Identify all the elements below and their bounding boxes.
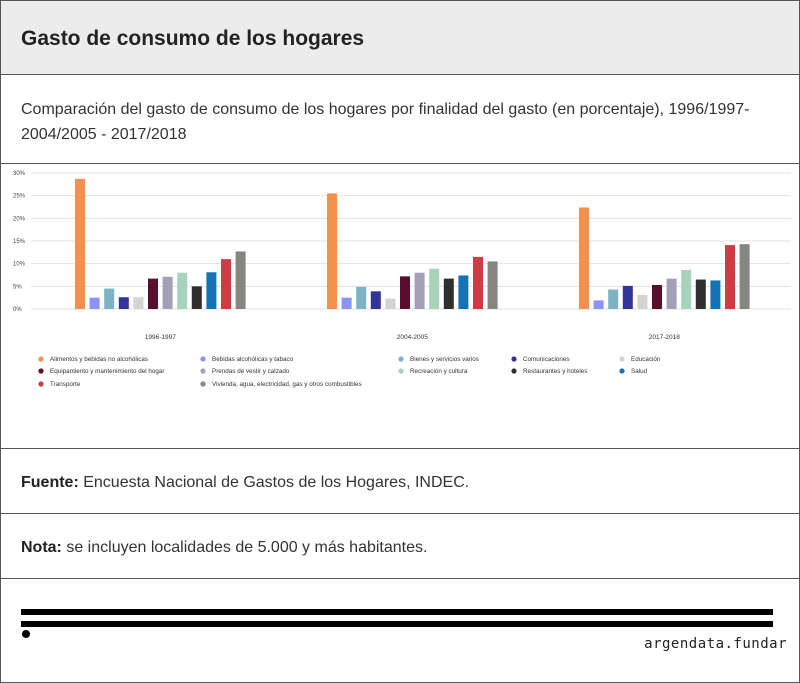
bar — [414, 272, 425, 309]
legend-label: Comunicaciones — [523, 356, 570, 363]
brand-logo[interactable]: argendata.fundar — [644, 636, 787, 652]
page-title: Gasto de consumo de los hogares — [21, 27, 365, 50]
bar — [622, 285, 633, 309]
bar — [710, 280, 721, 309]
legend-swatch — [619, 356, 625, 362]
subtitle-section: Comparación del gasto de consumo de los … — [1, 75, 799, 164]
bar — [593, 300, 604, 309]
bar — [104, 288, 115, 309]
bar — [206, 272, 217, 309]
legend-swatch — [398, 356, 404, 362]
bar — [235, 251, 246, 309]
footer: argendata.fundar — [1, 579, 799, 683]
bar — [681, 270, 692, 309]
bar — [487, 261, 498, 309]
legend-label: Recreación y cultura — [410, 368, 468, 375]
y-tick-label: 15% — [13, 239, 26, 245]
legend-swatch — [619, 368, 625, 374]
legend-swatch — [398, 368, 404, 374]
y-tick-label: 25% — [13, 194, 26, 200]
legend-swatch — [200, 381, 206, 387]
legend-label: Bienes y servicios varios — [410, 356, 479, 363]
bar-chart: 0% 5% 10% 15% 20% 25% 30% 1996-1997 2004-2005 201… — [13, 171, 791, 388]
y-tick-label: 20% — [13, 216, 26, 222]
legend-swatch — [200, 368, 206, 374]
source-label: Fuente: — [21, 474, 79, 491]
bar — [666, 278, 677, 309]
note-text: Nota: se incluyen localidades de 5.000 y… — [21, 539, 427, 557]
bar — [370, 291, 381, 309]
legend-label: Vivienda, agua, electricidad, gas y otro… — [212, 381, 362, 388]
note-value: se incluyen localidades de 5.000 y más h… — [61, 539, 428, 556]
bar — [162, 276, 173, 309]
bar — [221, 259, 231, 309]
legend-label: Equipamiento y mantenimiento del hogar — [50, 368, 164, 375]
bar — [608, 289, 619, 309]
bar — [89, 297, 100, 309]
bar — [118, 297, 129, 309]
legend-label: Restaurantes y hoteles — [523, 368, 587, 375]
bar — [695, 279, 706, 309]
legend-swatch — [38, 381, 44, 387]
legend-label: Bebidas alcohólicas y tabaco — [212, 356, 294, 363]
bar — [458, 275, 469, 309]
x-category-label: 2017-2018 — [649, 334, 680, 341]
chart-section: 0% 5% 10% 15% 20% 25% 30% 1996-1997 2004-2005 201… — [1, 164, 799, 449]
y-tick-label: 5% — [13, 284, 22, 290]
bar — [725, 245, 735, 309]
y-tick-label: 0% — [13, 307, 22, 313]
source-text: Fuente: Encuesta Nacional de Gastos de l… — [21, 474, 469, 492]
bar — [579, 207, 589, 309]
header: Gasto de consumo de los hogares — [1, 1, 799, 75]
legend-label: Prendas de vestir y calzado — [212, 368, 290, 375]
y-tick-label: 10% — [13, 262, 26, 268]
source-section: Fuente: Encuesta Nacional de Gastos de l… — [1, 449, 799, 514]
bar — [429, 268, 440, 309]
legend-label: Transporte — [50, 381, 81, 388]
chart-subtitle: Comparación del gasto de consumo de los … — [21, 101, 750, 143]
y-tick-label: 30% — [13, 171, 26, 177]
bar — [133, 297, 144, 309]
bar — [148, 278, 158, 309]
bar — [385, 298, 396, 309]
bar — [400, 276, 410, 309]
bar — [177, 272, 188, 309]
bar — [443, 278, 454, 309]
note-section: Nota: se incluyen localidades de 5.000 y… — [1, 514, 799, 579]
bar — [356, 286, 367, 309]
legend-label: Educación — [631, 356, 661, 363]
legend-swatch — [511, 356, 517, 362]
x-category-label: 1996-1997 — [145, 334, 176, 341]
bar — [191, 286, 202, 309]
legend-label: Alimentos y bebidas no alcohólicas — [50, 356, 148, 363]
bar — [652, 284, 662, 309]
bar — [473, 256, 483, 309]
legend-swatch — [511, 368, 517, 374]
brand-stripe-top — [21, 609, 773, 615]
x-category-label: 2004-2005 — [397, 334, 428, 341]
bar — [327, 193, 337, 309]
legend-swatch — [38, 368, 44, 374]
bar — [75, 178, 85, 309]
bar — [739, 244, 750, 309]
bar — [637, 294, 648, 309]
brand-dot — [22, 630, 30, 638]
bar — [341, 297, 352, 309]
note-label: Nota: — [21, 539, 62, 556]
legend-swatch — [38, 356, 44, 362]
legend-label: Salud — [631, 368, 648, 375]
legend-swatch — [200, 356, 206, 362]
source-value: Encuesta Nacional de Gastos de los Hogar… — [78, 474, 470, 491]
brand-stripe-bottom — [21, 621, 773, 627]
